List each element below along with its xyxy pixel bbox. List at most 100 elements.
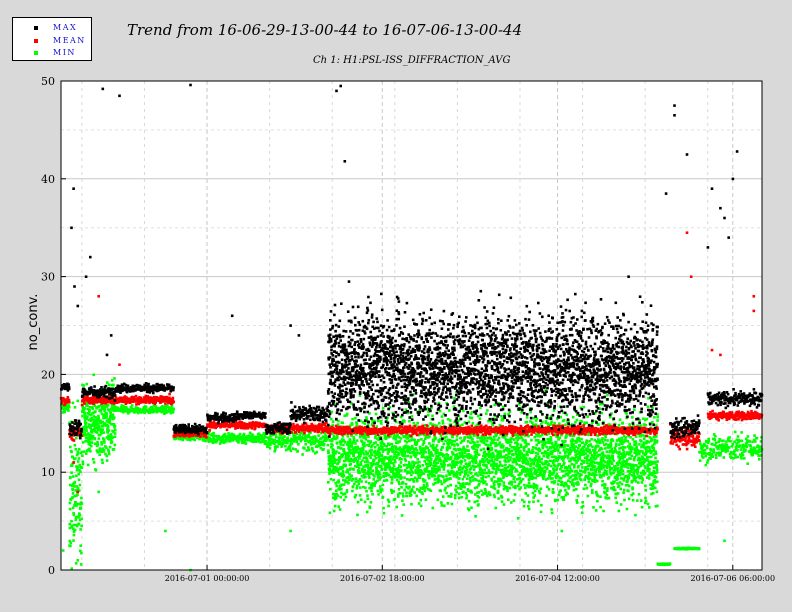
data-point-min xyxy=(279,436,282,439)
data-point-min xyxy=(327,449,330,452)
data-point-min xyxy=(328,467,332,471)
data-point-min xyxy=(354,464,357,468)
data-point-min xyxy=(644,452,648,456)
data-point-min xyxy=(259,441,262,444)
data-point-min xyxy=(561,483,564,487)
data-point-min xyxy=(448,446,452,449)
data-point-min xyxy=(638,449,642,453)
data-point-min xyxy=(495,480,498,483)
data-point-min xyxy=(503,412,507,416)
data-point-min xyxy=(370,445,373,449)
data-point-min xyxy=(392,445,395,448)
data-point-min xyxy=(72,475,75,478)
data-point-min xyxy=(418,489,421,492)
data-point-min xyxy=(354,480,357,483)
data-point-min xyxy=(73,480,77,484)
data-point-min xyxy=(469,489,473,493)
data-point-min xyxy=(635,452,638,456)
data-point-min xyxy=(708,451,712,455)
data-point-min xyxy=(609,444,613,447)
data-point-min xyxy=(411,471,415,474)
data-point-min xyxy=(348,451,352,454)
data-point-min xyxy=(468,436,472,439)
data-point-min xyxy=(398,469,402,472)
data-point-min xyxy=(355,424,358,428)
data-point-min xyxy=(541,443,544,447)
data-point-min xyxy=(425,470,428,473)
data-point-min xyxy=(110,423,113,426)
data-point-min xyxy=(572,484,576,488)
data-point-min xyxy=(616,492,620,495)
data-point-min xyxy=(605,466,609,469)
data-point-min xyxy=(632,424,635,428)
data-point-min xyxy=(593,448,597,452)
data-point-min xyxy=(430,453,433,456)
data-point-min xyxy=(69,541,73,545)
data-point-min xyxy=(409,467,413,470)
data-point-min xyxy=(530,468,533,472)
data-point-min xyxy=(442,442,445,446)
data-point-min xyxy=(627,476,631,480)
data-point-min xyxy=(84,422,88,425)
data-point-min xyxy=(566,455,570,458)
data-point-min xyxy=(378,478,381,481)
data-point-min xyxy=(76,493,79,496)
data-point-min xyxy=(332,454,336,458)
data-point-min xyxy=(379,419,383,423)
data-point-min xyxy=(449,471,453,475)
data-point-min xyxy=(645,476,649,479)
data-point-min xyxy=(418,460,421,464)
data-point-min xyxy=(473,486,477,490)
data-point-min xyxy=(646,463,650,467)
data-point-min xyxy=(587,475,590,478)
data-point-min xyxy=(267,441,270,445)
data-point-min xyxy=(514,452,518,456)
data-point-min xyxy=(473,454,477,458)
data-point-min xyxy=(334,481,337,485)
data-point-min xyxy=(105,414,108,418)
data-point-min xyxy=(465,471,468,475)
data-point-min xyxy=(419,452,423,455)
data-point-min xyxy=(580,420,583,423)
data-point-min xyxy=(495,458,499,462)
data-point-min xyxy=(622,434,626,438)
data-point-min xyxy=(237,441,240,444)
data-point-min xyxy=(604,483,607,486)
data-point-min xyxy=(497,468,501,472)
data-point-min xyxy=(517,436,521,440)
data-point-min xyxy=(79,563,83,566)
data-point-min xyxy=(629,450,633,453)
data-point-min xyxy=(311,447,314,451)
data-point-min xyxy=(73,485,76,488)
data-point-min xyxy=(417,473,420,477)
data-point-min xyxy=(631,479,634,483)
data-point-min xyxy=(556,435,559,439)
data-point-min xyxy=(484,490,488,494)
data-point-min xyxy=(218,442,222,445)
data-point-min xyxy=(476,414,480,418)
data-point-min xyxy=(261,440,264,444)
data-point-min xyxy=(603,443,606,447)
data-point-min xyxy=(506,489,509,493)
data-point-min xyxy=(76,486,80,490)
data-point-min xyxy=(629,457,632,460)
data-point-min xyxy=(73,523,76,527)
data-point-min xyxy=(88,406,92,409)
data-point-min xyxy=(503,434,507,438)
data-point-min xyxy=(542,475,546,478)
data-point-min xyxy=(370,486,374,489)
data-point-min xyxy=(633,451,636,455)
data-point-min xyxy=(568,423,572,427)
data-point-min xyxy=(493,487,497,490)
data-point-min xyxy=(111,436,114,439)
data-point-min xyxy=(618,447,621,450)
data-point-min xyxy=(627,445,630,448)
data-point-min xyxy=(336,480,339,484)
data-point-min xyxy=(601,483,604,487)
data-point-min xyxy=(491,423,495,427)
data-point-min xyxy=(567,487,570,490)
data-point-min xyxy=(645,441,648,445)
data-point-min xyxy=(357,479,360,483)
data-point-min xyxy=(645,445,648,449)
data-point-min xyxy=(423,434,427,437)
